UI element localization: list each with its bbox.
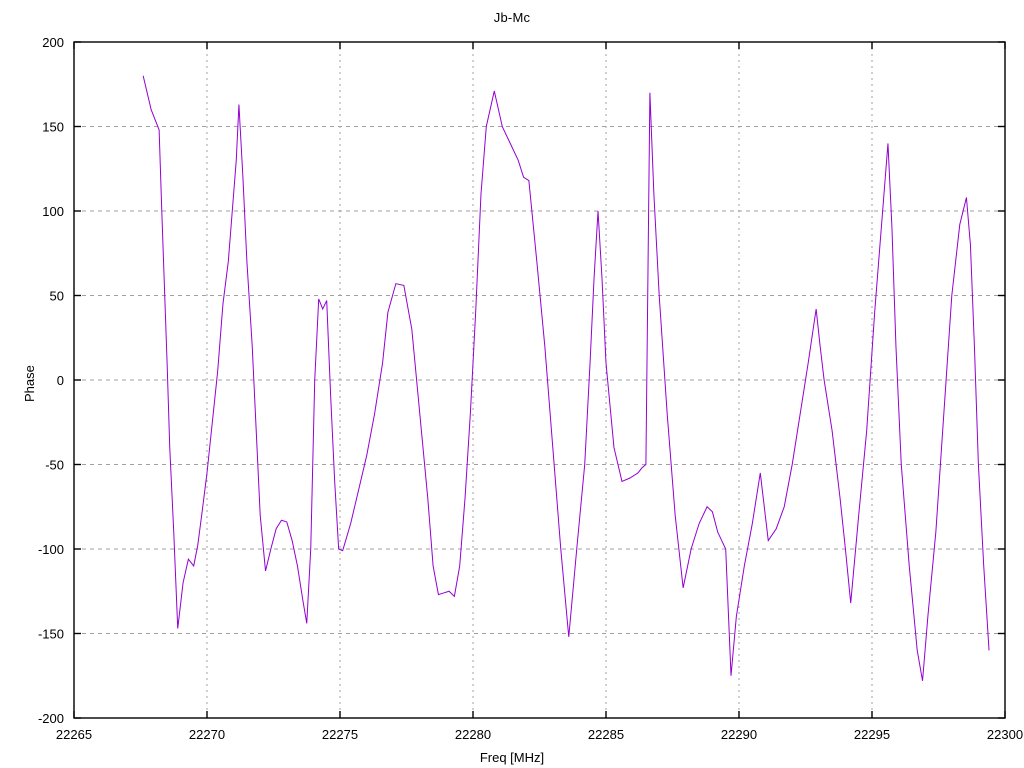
svg-text:22300: 22300 <box>987 727 1023 742</box>
svg-text:-100: -100 <box>38 542 64 557</box>
data-series <box>142 75 990 681</box>
svg-text:150: 150 <box>42 120 64 135</box>
plot-frame <box>73 41 1006 719</box>
axis-ticks: -200 -150 -100 -50 0 50 100 150 200 22265 22270 222… <box>38 35 1023 742</box>
x-axis-label: Freq [MHz] <box>479 750 545 765</box>
grid-lines <box>74 42 1005 718</box>
svg-text:22290: 22290 <box>721 727 757 742</box>
svg-text:0: 0 <box>57 373 64 388</box>
svg-text:-50: -50 <box>45 458 64 473</box>
svg-text:200: 200 <box>42 35 64 50</box>
svg-text:22285: 22285 <box>588 727 624 742</box>
svg-text:22280: 22280 <box>455 727 491 742</box>
svg-text:22270: 22270 <box>189 727 225 742</box>
svg-text:50: 50 <box>50 289 64 304</box>
svg-text:22275: 22275 <box>322 727 358 742</box>
svg-text:-200: -200 <box>38 711 64 726</box>
chart-title: Jb-Mc <box>493 10 531 25</box>
svg-text:-150: -150 <box>38 627 64 642</box>
svg-text:22265: 22265 <box>56 727 92 742</box>
svg-text:22295: 22295 <box>854 727 890 742</box>
svg-text:100: 100 <box>42 204 64 219</box>
